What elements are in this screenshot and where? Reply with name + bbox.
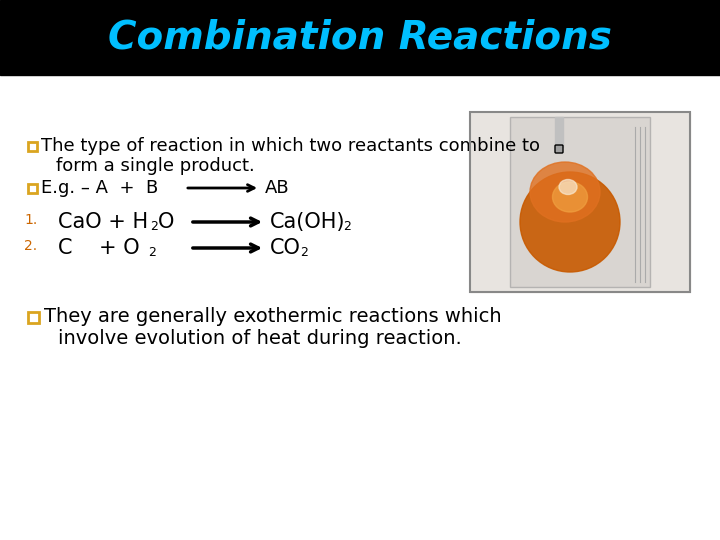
Text: Ca(OH): Ca(OH)	[270, 212, 346, 232]
Text: E.g. – A  +  B: E.g. – A + B	[41, 179, 158, 197]
Text: O: O	[158, 212, 174, 232]
Text: 2.: 2.	[24, 239, 37, 253]
Text: CaO + H: CaO + H	[58, 212, 148, 232]
Bar	[0, 0, 720, 75]
Text: 2: 2	[343, 219, 351, 233]
FancyBboxPatch shape	[555, 145, 563, 153]
Text: CO: CO	[270, 238, 301, 258]
Text: They are generally exothermic reactions which: They are generally exothermic reactions …	[44, 307, 502, 327]
Ellipse shape	[520, 172, 620, 272]
Text: 1.: 1.	[24, 213, 37, 227]
Text: The type of reaction in which two reactants combine to: The type of reaction in which two reacta…	[41, 137, 540, 155]
Text: Combination Reactions: Combination Reactions	[108, 18, 612, 57]
Ellipse shape	[559, 179, 577, 194]
Text: form a single product.: form a single product.	[56, 157, 255, 175]
Text: 2: 2	[148, 246, 156, 259]
Bar	[470, 112, 690, 292]
Text: AB: AB	[265, 179, 289, 197]
Text: involve evolution of heat during reaction.: involve evolution of heat during reactio…	[58, 329, 462, 348]
Ellipse shape	[552, 182, 588, 212]
Ellipse shape	[530, 162, 600, 222]
Bar	[470, 112, 690, 292]
Text: 2: 2	[300, 246, 308, 259]
Text: C    + O: C + O	[58, 238, 140, 258]
Bar	[555, 117, 563, 147]
Bar	[510, 117, 650, 287]
Text: 2: 2	[150, 219, 158, 233]
